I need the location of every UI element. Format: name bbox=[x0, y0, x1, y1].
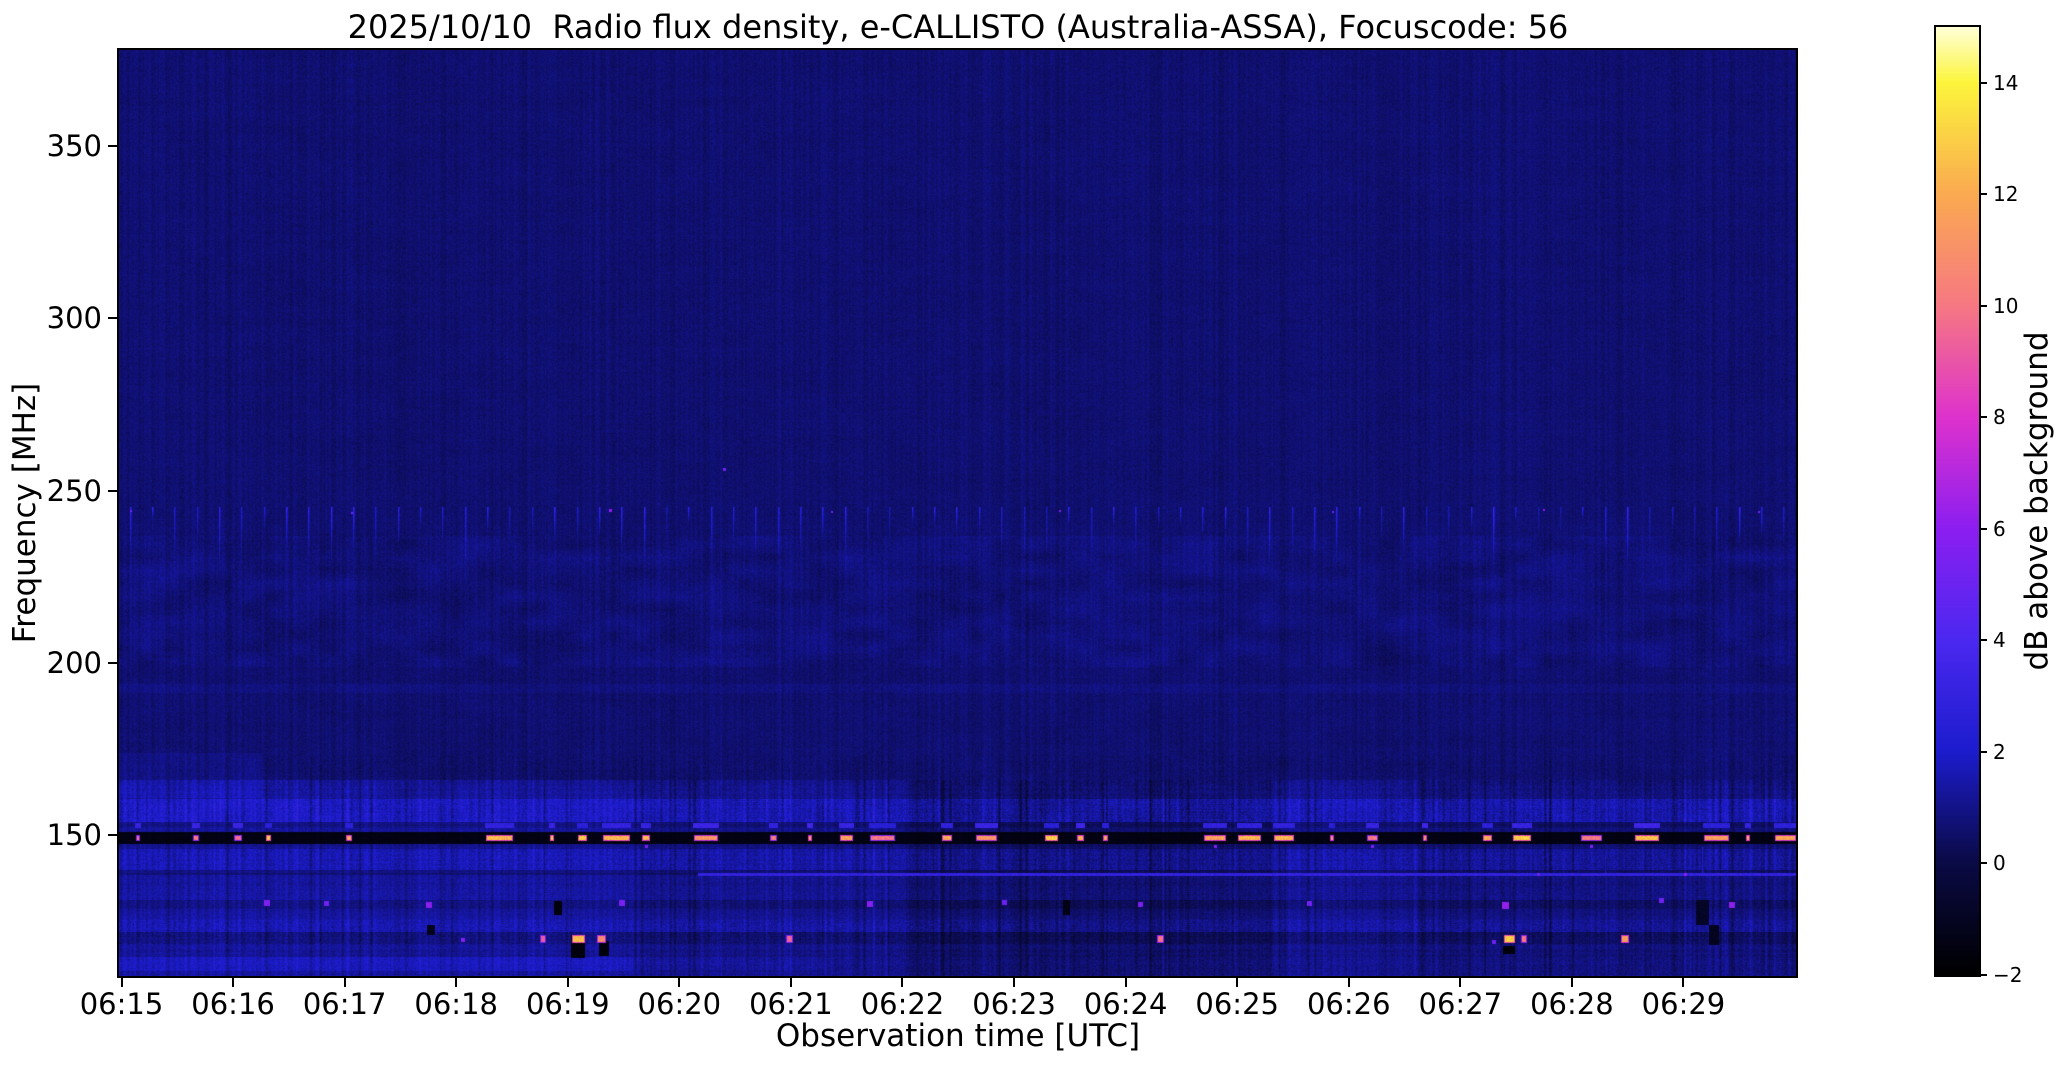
x-tick-mark bbox=[1013, 976, 1016, 987]
x-tick-mark bbox=[901, 976, 904, 987]
spectrogram-canvas bbox=[119, 50, 1796, 976]
colorbar-frame bbox=[1934, 25, 1981, 977]
x-axis-label: Observation time [UTC] bbox=[775, 1018, 1141, 1054]
y-tick-mark bbox=[108, 661, 119, 664]
colorbar-tick-label: 14 bbox=[1993, 70, 2019, 95]
plot-frame bbox=[117, 48, 1798, 978]
x-tick-label: 06:26 bbox=[1306, 987, 1391, 1021]
y-tick-mark bbox=[108, 489, 119, 492]
y-tick-label: 250 bbox=[46, 473, 102, 508]
x-tick-label: 06:22 bbox=[860, 987, 945, 1021]
colorbar-tick-mark bbox=[1979, 193, 1987, 196]
colorbar-tick-mark bbox=[1979, 750, 1987, 753]
x-tick-mark bbox=[1570, 976, 1573, 987]
x-tick-label: 06:27 bbox=[1418, 987, 1503, 1021]
colorbar-tick-label: 12 bbox=[1993, 182, 2019, 207]
colorbar-tick-label: 6 bbox=[1993, 516, 2006, 541]
x-tick-label: 06:19 bbox=[525, 987, 610, 1021]
colorbar-tick-mark bbox=[1979, 416, 1987, 419]
colorbar-tick-mark bbox=[1979, 639, 1987, 642]
x-tick-mark bbox=[343, 976, 346, 987]
x-tick-mark bbox=[789, 976, 792, 987]
x-tick-label: 06:29 bbox=[1641, 987, 1726, 1021]
y-tick-label: 150 bbox=[46, 818, 102, 852]
y-axis-label: Frequency [MHz] bbox=[7, 382, 43, 644]
x-tick-mark bbox=[566, 976, 569, 987]
y-tick-mark bbox=[108, 317, 119, 320]
colorbar-tick-label: 2 bbox=[1993, 739, 2006, 764]
colorbar-tick-mark bbox=[1979, 862, 1987, 865]
x-tick-label: 06:21 bbox=[749, 987, 833, 1021]
x-tick-mark bbox=[232, 976, 235, 987]
figure-title: 2025/10/10 Radio flux density, e-CALLIST… bbox=[347, 8, 1569, 46]
y-tick-label: 200 bbox=[46, 645, 102, 680]
x-tick-label: 06:28 bbox=[1530, 987, 1614, 1021]
x-tick-label: 06:18 bbox=[414, 987, 498, 1021]
x-tick-mark bbox=[1459, 976, 1462, 987]
x-tick-label: 06:23 bbox=[972, 987, 1056, 1021]
x-tick-label: 06:20 bbox=[637, 987, 722, 1021]
x-tick-mark bbox=[1682, 976, 1685, 987]
x-tick-label: 06:15 bbox=[79, 987, 164, 1021]
colorbar-tick-label: 0 bbox=[1993, 851, 2006, 876]
x-tick-mark bbox=[1347, 976, 1350, 987]
x-tick-mark bbox=[678, 976, 681, 987]
x-tick-label: 06:24 bbox=[1083, 987, 1168, 1021]
y-tick-mark bbox=[108, 145, 119, 147]
x-tick-mark bbox=[1236, 976, 1239, 987]
colorbar-canvas bbox=[1936, 27, 1979, 975]
colorbar-tick-mark bbox=[1979, 304, 1987, 307]
x-tick-label: 06:16 bbox=[191, 987, 275, 1021]
colorbar-label: dB above background bbox=[2019, 331, 2055, 671]
colorbar-tick-mark bbox=[1979, 81, 1987, 84]
y-tick-label: 300 bbox=[46, 301, 102, 336]
y-tick-label: 350 bbox=[46, 129, 102, 163]
colorbar-tick-label: −2 bbox=[1993, 963, 2023, 987]
colorbar-tick-label: 8 bbox=[1993, 405, 2006, 430]
x-tick-label: 06:17 bbox=[302, 987, 387, 1021]
x-tick-mark bbox=[120, 976, 123, 987]
x-tick-label: 06:25 bbox=[1195, 987, 1279, 1021]
x-tick-mark bbox=[455, 976, 458, 987]
colorbar-tick-mark bbox=[1979, 527, 1987, 530]
colorbar-tick-label: 10 bbox=[1993, 293, 2019, 318]
colorbar-tick-mark bbox=[1979, 974, 1987, 976]
y-tick-mark bbox=[108, 834, 119, 836]
x-tick-mark bbox=[1124, 976, 1127, 987]
colorbar-tick-label: 4 bbox=[1993, 628, 2006, 653]
